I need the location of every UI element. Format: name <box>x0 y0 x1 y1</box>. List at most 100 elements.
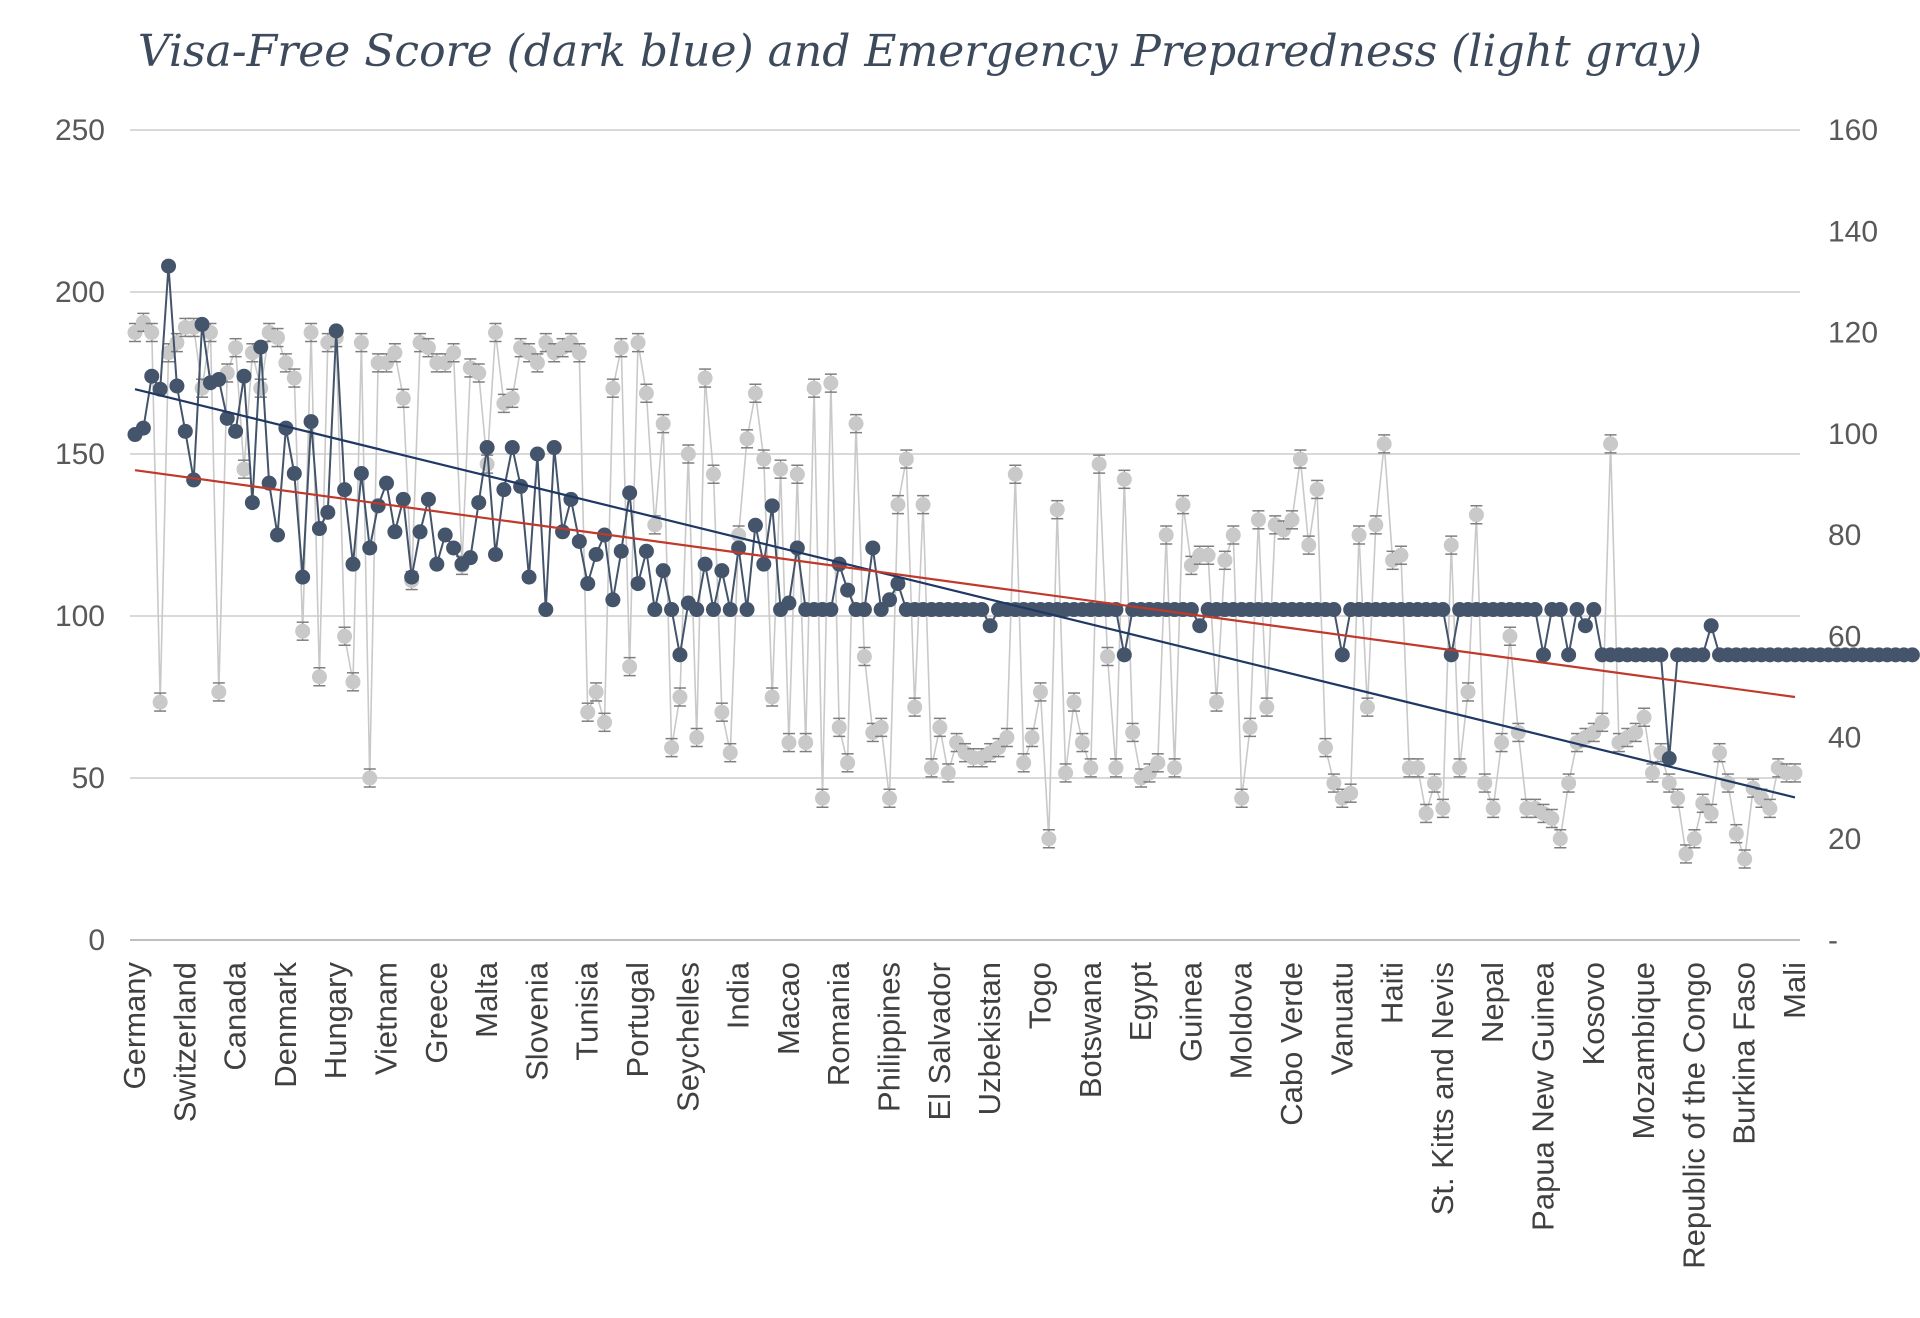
visa-free-point <box>211 371 227 387</box>
x-category-label: Malta <box>469 961 504 1038</box>
preparedness-point <box>1318 740 1334 756</box>
x-category-label: Vietnam <box>369 962 404 1075</box>
y-right-tick-label: - <box>1828 924 1838 957</box>
x-category-label: Philippines <box>872 962 907 1112</box>
x-category-label: Egypt <box>1123 962 1158 1042</box>
preparedness-point <box>630 335 646 351</box>
preparedness-point <box>1359 699 1375 715</box>
visa-free-point <box>186 472 202 488</box>
preparedness-trendline <box>134 469 1796 699</box>
y-right-tick-label: 160 <box>1828 114 1878 147</box>
preparedness-point <box>622 659 638 675</box>
visa-free-point <box>1435 602 1451 618</box>
visa-free-point <box>781 595 797 611</box>
visa-free-point <box>664 602 680 618</box>
visa-free-point <box>295 569 311 585</box>
chart-title: Visa-Free Score (dark blue) and Emergenc… <box>138 26 1702 77</box>
preparedness-point <box>1485 800 1501 816</box>
visa-free-point <box>219 410 235 426</box>
x-category-label: Vanuatu <box>1324 962 1359 1075</box>
visa-free-point <box>1116 647 1132 663</box>
preparedness-point <box>1661 775 1677 791</box>
preparedness-point <box>1200 547 1216 563</box>
preparedness-point <box>1753 790 1769 806</box>
x-category-label: Denmark <box>268 962 303 1088</box>
preparedness-point <box>1695 795 1711 811</box>
x-category-label: Canada <box>218 961 253 1070</box>
preparedness-point <box>1468 507 1484 523</box>
visa-free-point <box>496 482 512 498</box>
visa-free-point <box>529 446 545 462</box>
visa-free-point <box>571 533 587 549</box>
preparedness-point <box>1410 760 1426 776</box>
visa-free-point <box>622 485 638 501</box>
visa-free-point <box>1326 602 1342 618</box>
visa-free-point <box>471 495 487 511</box>
visa-free-point <box>630 576 646 592</box>
preparedness-point <box>647 517 663 533</box>
preparedness-point <box>1167 760 1183 776</box>
visa-free-point <box>764 498 780 514</box>
preparedness-point <box>488 325 504 340</box>
visa-free-point <box>504 440 520 456</box>
preparedness-point <box>1301 537 1317 553</box>
preparedness-point <box>1234 790 1250 806</box>
preparedness-point <box>1494 735 1510 751</box>
x-axis-labels: Germany Switzerland Canada Denmark Hungary Vi… <box>117 961 1812 1269</box>
visa-free-point <box>655 563 671 579</box>
preparedness-point <box>563 335 579 351</box>
visa-free-point <box>1561 647 1577 663</box>
preparedness-point <box>798 735 814 751</box>
y-right-tick-label: 100 <box>1828 418 1878 451</box>
preparedness-point <box>915 497 931 513</box>
x-category-label: Tunisia <box>570 961 605 1061</box>
visa-free-point <box>144 368 160 384</box>
visa-free-point <box>546 440 562 456</box>
preparedness-point <box>437 355 453 371</box>
visa-free-point <box>362 540 378 556</box>
visa-free-point <box>605 592 621 608</box>
preparedness-point <box>638 385 654 401</box>
preparedness-point <box>1108 760 1124 776</box>
visa-free-point <box>228 423 244 439</box>
preparedness-point <box>655 416 671 432</box>
visa-free-point <box>177 423 193 439</box>
y-left-tick-label: 250 <box>55 114 105 147</box>
preparedness-point <box>1326 775 1342 791</box>
preparedness-point <box>1418 805 1434 821</box>
preparedness-point <box>1242 719 1258 735</box>
preparedness-point <box>923 760 939 776</box>
visa-free-point <box>647 602 663 618</box>
preparedness-point <box>1686 831 1702 847</box>
visa-free-point <box>1192 618 1208 634</box>
preparedness-point <box>286 370 302 386</box>
preparedness-point <box>949 735 965 751</box>
preparedness-point <box>337 628 353 644</box>
preparedness-point <box>379 355 395 371</box>
preparedness-point <box>278 355 294 371</box>
visa-free-point <box>982 618 998 634</box>
y-left-tick-label: 100 <box>55 600 105 633</box>
preparedness-point <box>1074 735 1090 751</box>
preparedness-point <box>1603 436 1619 452</box>
visa-free-point <box>244 495 260 511</box>
preparedness-point <box>1586 724 1602 740</box>
preparedness-point <box>697 370 713 386</box>
preparedness-point <box>1644 765 1660 781</box>
visa-free-point <box>387 524 403 540</box>
visa-free-point <box>714 563 730 579</box>
preparedness-point <box>236 461 252 477</box>
preparedness-point <box>672 689 688 705</box>
visa-free-point <box>194 316 210 332</box>
visa-free-point <box>1586 602 1602 618</box>
visa-free-point <box>1552 602 1568 618</box>
preparedness-point <box>731 527 747 543</box>
visa-free-series <box>127 258 1920 767</box>
visa-free-trendline <box>134 388 1796 799</box>
preparedness-point <box>1435 800 1451 816</box>
visa-free-point <box>555 524 571 540</box>
y-left-tick-label: 200 <box>55 276 105 309</box>
preparedness-point <box>773 461 789 477</box>
visa-free-point <box>135 420 151 436</box>
x-category-label: Switzerland <box>167 962 202 1122</box>
